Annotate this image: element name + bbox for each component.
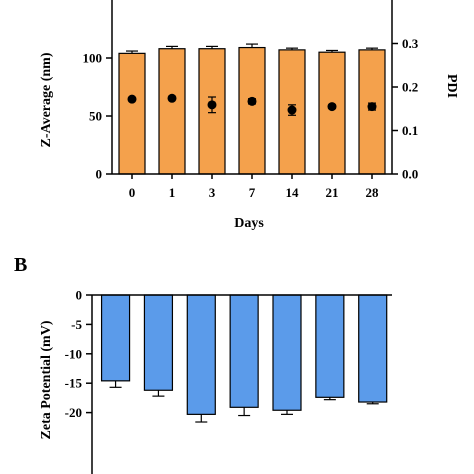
a-bar <box>118 52 146 175</box>
b-bar <box>358 294 388 403</box>
a-x-tick-label: 21 <box>326 185 339 200</box>
b-bar <box>315 294 345 398</box>
a-y-tick-label: 100 <box>83 51 103 66</box>
b-y-tick-label: -10 <box>65 346 82 361</box>
a-y2-tick-label: 0.3 <box>402 36 419 51</box>
a-x-tick-label: 1 <box>169 185 176 200</box>
a-y-axis-label: Z-Average (nm) <box>39 52 54 147</box>
b-y-tick-label: 0 <box>76 288 83 303</box>
b-y-tick-label: -15 <box>65 376 83 391</box>
b-bar <box>100 294 131 382</box>
a-pdi-point <box>127 94 137 104</box>
a-y-tick-label: 0 <box>96 167 103 182</box>
a-y2-tick-label: 0.2 <box>402 80 418 95</box>
b-bar <box>272 294 302 411</box>
panel-a-chart: 0 1 3 7 14 21 28 0 50 100 0.0 0.1 0.2 0.3 Z-Average (… <box>39 0 459 231</box>
a-x-tick-label: 3 <box>209 185 216 200</box>
a-pdi-point <box>327 102 337 112</box>
a-y-tick-label: 50 <box>89 109 102 124</box>
a-pdi-point <box>247 96 257 106</box>
a-x-tick-label: 14 <box>286 185 300 200</box>
panel-b-chart: B 0 -5 -10 -15 -20 Zeta Potential (mV) <box>14 254 392 474</box>
b-y-axis-label: Zeta Potential (mV) <box>39 320 54 439</box>
a-bar <box>238 46 266 175</box>
b-bar <box>229 294 259 408</box>
panel-b-label: B <box>14 254 27 276</box>
a-y2-tick-label: 0.1 <box>402 123 418 138</box>
a-y2-axis-label: PDI <box>444 74 459 98</box>
b-bar <box>143 294 174 391</box>
a-x-tick-label: 0 <box>129 185 136 200</box>
a-bar <box>318 51 346 175</box>
a-x-tick-label: 7 <box>249 185 256 200</box>
a-pdi-point <box>287 105 297 115</box>
a-x-axis-label: Days <box>234 216 264 231</box>
b-y-tick-label: -5 <box>71 317 82 332</box>
a-bar <box>358 49 386 175</box>
b-y-tick-label: -20 <box>65 405 82 420</box>
a-pdi-point <box>207 100 217 110</box>
a-pdi-point <box>167 93 177 103</box>
a-x-tick-label: 28 <box>366 185 380 200</box>
a-y2-tick-label: 0.0 <box>402 167 418 182</box>
a-bar <box>158 48 186 175</box>
a-pdi-point <box>367 102 377 112</box>
b-bar <box>186 294 216 415</box>
